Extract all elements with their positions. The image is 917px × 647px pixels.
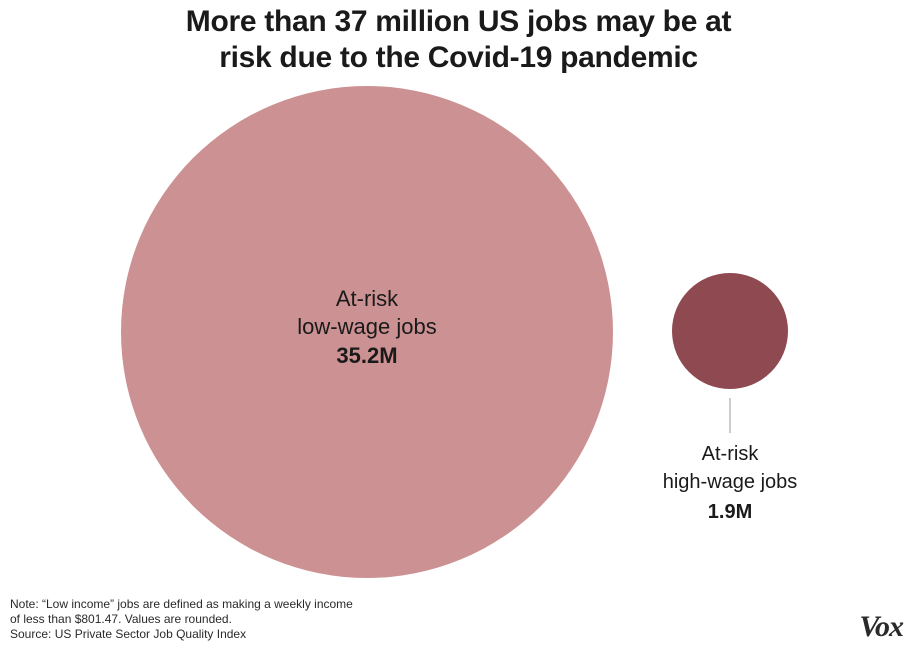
bubble-high-wage-label-line-1: At-risk (702, 443, 760, 465)
bubble-low-wage-label-line-1: At-risk (336, 286, 399, 311)
bubble-low-wage (121, 86, 613, 578)
chart-title: More than 37 million US jobs may be at r… (0, 4, 917, 76)
source-line: Source: US Private Sector Job Quality In… (10, 627, 247, 641)
vox-logo: Vox (859, 610, 904, 643)
bubble-low-wage-label-line-2: low-wage jobs (297, 314, 436, 339)
chart-note: Note: “Low income” jobs are defined as m… (10, 597, 353, 642)
note-line-1: Note: “Low income” jobs are defined as m… (10, 597, 353, 611)
bubble-high-wage-value: 1.9M (708, 501, 752, 523)
bubble-high-wage-label-line-2: high-wage jobs (663, 471, 798, 493)
chart-title-line-1: More than 37 million US jobs may be at (185, 5, 732, 38)
note-line-2: of less than $801.47. Values are rounded… (10, 612, 232, 626)
bubble-low-wage-value: 35.2M (336, 343, 397, 368)
chart-title-line-2: risk due to the Covid-19 pandemic (219, 41, 698, 74)
bubble-high-wage (672, 273, 788, 389)
